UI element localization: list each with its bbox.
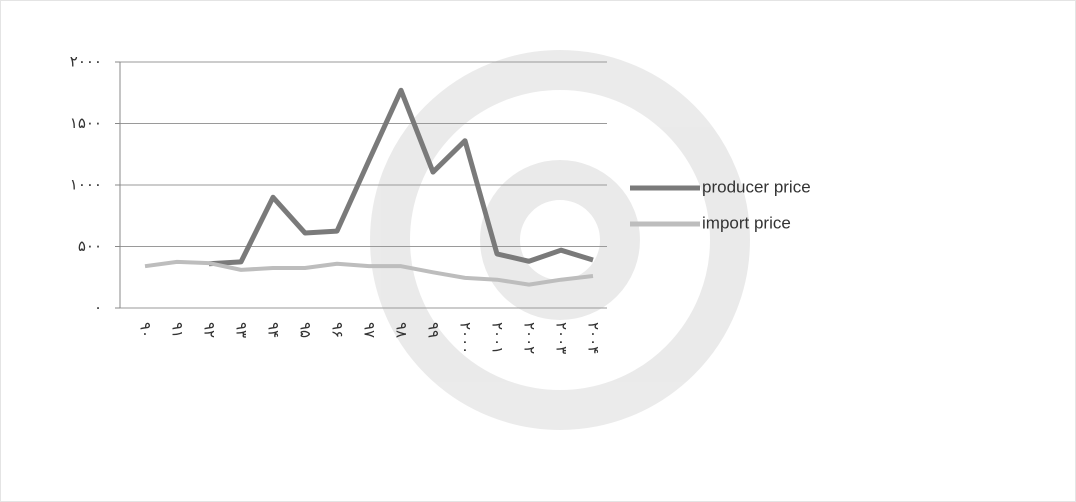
x-tick-label: ۲۰۰۰ (457, 322, 475, 354)
series-line (208, 87, 594, 267)
series-line (144, 259, 594, 287)
x-tick-label: ۹۹ (425, 322, 443, 338)
x-tick-label: ۹۱ (169, 322, 187, 338)
x-tick-label: ۲۰۰۱ (489, 322, 507, 354)
y-tick-label: ۱۵۰۰ (70, 114, 102, 132)
x-tick-label: ۹۸ (393, 322, 411, 338)
y-tick-label: ۵۰۰ (78, 237, 102, 255)
y-tick-label: ۰ (94, 299, 102, 317)
x-tick-label: ۹۳ (233, 322, 251, 338)
x-tick-label: ۹۰ (137, 322, 155, 338)
legend: producer price import price (630, 177, 811, 232)
x-tick-label: ۲۰۰۲ (521, 322, 539, 354)
legend-label: import price (702, 213, 791, 232)
y-tick-label: ۱۰۰۰ (70, 176, 102, 194)
legend-label: producer price (702, 177, 811, 196)
y-tick-label: ۲۰۰۰ (70, 53, 102, 71)
x-tick-label: ۲۰۰۳ (553, 322, 571, 354)
x-tick-label: ۹۶ (329, 322, 347, 338)
watermark (370, 50, 750, 430)
x-tick-label: ۹۴ (265, 322, 283, 338)
x-tick-label: ۹۲ (201, 322, 219, 338)
x-tick-label: ۲۰۰۴ (585, 322, 603, 354)
x-tick-label: ۹۷ (361, 322, 379, 338)
x-tick-label: ۹۵ (297, 322, 315, 338)
